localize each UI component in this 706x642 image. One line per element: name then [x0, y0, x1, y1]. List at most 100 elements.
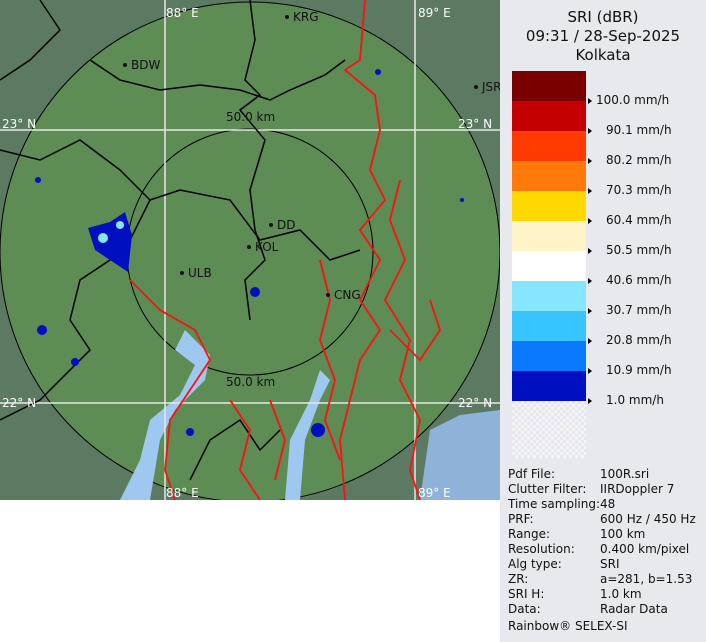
grid-label-lat-23-right: 23° N [458, 117, 492, 131]
legend-tick-icon [588, 307, 592, 314]
city-cng: CNG [334, 288, 361, 302]
grid-label-lon-88: 88° E [166, 6, 199, 20]
info-row: SRI H: 1.0 km [508, 587, 642, 602]
info-value: 100 km [600, 527, 646, 541]
grid-label-lon-88-bottom: 88° E [166, 486, 199, 500]
legend-label: 1.0 mm/h [588, 393, 664, 407]
legend-swatch [512, 371, 586, 401]
legend-no-data [512, 401, 586, 458]
legend-label-text: 40.6 mm/h [606, 273, 672, 287]
info-value: SRI [600, 557, 620, 571]
grid-label-lon-89-bottom: 89° E [418, 486, 451, 500]
legend-label-text: 1.0 mm/h [606, 393, 664, 407]
legend-label: 100.0 mm/h [588, 93, 669, 107]
info-value: a=281, b=1.53 [600, 572, 693, 586]
city-jsr: JSR [481, 80, 500, 94]
info-row: Resolution: 0.400 km/pixel [508, 542, 689, 557]
legend-label: 50.5 mm/h [588, 243, 672, 257]
product-title: SRI (dBR) [567, 8, 639, 26]
legend-tick-icon [588, 187, 592, 194]
precipitation-echoes-moderate [98, 221, 124, 243]
legend-swatch [512, 251, 586, 281]
info-row: Data: Radar Data [508, 602, 668, 617]
legend-label-text: 80.2 mm/h [606, 153, 672, 167]
info-row: Range: 100 km [508, 527, 645, 542]
legend-label: 70.3 mm/h [588, 183, 672, 197]
legend-swatch [512, 131, 586, 161]
legend-tick-icon [588, 397, 592, 404]
legend-label: 80.2 mm/h [588, 153, 672, 167]
info-row: Pdf File: 100R.sri [508, 467, 649, 482]
site-name: Kolkata [575, 46, 631, 64]
range-label-top: 50.0 km [226, 110, 275, 124]
legend-tick-icon [588, 217, 592, 224]
info-row: PRF: 600 Hz / 450 Hz [508, 512, 696, 527]
info-key: Time sampling: [508, 497, 601, 511]
info-key: Clutter Filter: [508, 482, 587, 496]
grid-label-lat-22-right: 22° N [458, 396, 492, 410]
grid-label-lat-23-left: 23° N [2, 117, 36, 131]
info-key: Pdf File: [508, 467, 556, 481]
city-bdw: BDW [131, 58, 160, 72]
grid-label-lat-22-left: 22° N [2, 396, 36, 410]
info-value: 1.0 km [600, 587, 642, 601]
footer-credit: Rainbow® SELEX-SI [508, 619, 628, 633]
sea [420, 410, 500, 500]
legend-label-text: 30.7 mm/h [606, 303, 672, 317]
info-key: Range: [508, 527, 551, 541]
legend-label-text: 100.0 mm/h [596, 93, 670, 107]
legend-tick-icon [588, 277, 592, 284]
range-label-bottom: 50.0 km [226, 375, 275, 389]
legend-label: 20.8 mm/h [588, 333, 672, 347]
info-key: SRI H: [508, 587, 545, 601]
datetime: 09:31 / 28-Sep-2025 [525, 27, 681, 45]
city-dd: DD [277, 218, 295, 232]
city-krg: KRG [293, 10, 319, 24]
legend-swatch [512, 341, 586, 371]
city-kol: KOL [255, 240, 279, 254]
info-value: IIRDoppler 7 [600, 482, 675, 496]
info-key: Alg type: [508, 557, 562, 571]
range-ring-outer [0, 1, 500, 500]
rivers-and-border [129, 0, 441, 500]
info-key: Resolution: [508, 542, 575, 556]
legend-tick-icon [588, 127, 592, 134]
legend-label: 40.6 mm/h [588, 273, 672, 287]
info-row: ZR: a=281, b=1.53 [508, 572, 692, 587]
info-value: 100R.sri [600, 467, 650, 481]
legend-swatch [512, 101, 586, 131]
legend-tick-icon [588, 337, 592, 344]
radar-map[interactable]: 88° E 89° E 23° N 23° N 22° N 22° N 88° … [0, 0, 500, 500]
legend-swatch [512, 311, 586, 341]
info-key: PRF: [508, 512, 534, 526]
legend-swatch [512, 71, 586, 101]
info-key: Data: [508, 602, 541, 616]
legend-swatch [512, 221, 586, 251]
legend-label-text: 60.4 mm/h [606, 213, 672, 227]
info-row: Time sampling:48 [508, 497, 615, 512]
legend-tick-icon [588, 247, 592, 254]
legend-label-text: 70.3 mm/h [606, 183, 672, 197]
legend-label-text: 90.1 mm/h [606, 123, 672, 137]
info-row: Alg type: SRI [508, 557, 620, 572]
legend-label: 60.4 mm/h [588, 213, 672, 227]
legend-label-text: 20.8 mm/h [606, 333, 672, 347]
info-key: ZR: [508, 572, 529, 586]
legend-label: 30.7 mm/h [588, 303, 672, 317]
legend-tick-icon [588, 367, 592, 374]
grid-label-lon-89: 89° E [418, 6, 451, 20]
legend-label: 90.1 mm/h [588, 123, 672, 137]
legend-tick-icon [588, 97, 592, 104]
city-ulb: ULB [188, 266, 212, 280]
legend-panel: SRI (dBR) 09:31 / 28-Sep-2025 Kolkata 10… [500, 0, 706, 642]
info-value: Radar Data [600, 602, 668, 616]
info-value: 48 [600, 497, 616, 511]
legend-swatch [512, 191, 586, 221]
info-value: 0.400 km/pixel [600, 542, 690, 556]
legend-label-text: 10.9 mm/h [606, 363, 672, 377]
info-row: Clutter Filter: IIRDoppler 7 [508, 482, 674, 497]
legend-label: 10.9 mm/h [588, 363, 672, 377]
legend-label-text: 50.5 mm/h [606, 243, 672, 257]
legend-swatch [512, 281, 586, 311]
lat-lon-grid [0, 0, 500, 500]
